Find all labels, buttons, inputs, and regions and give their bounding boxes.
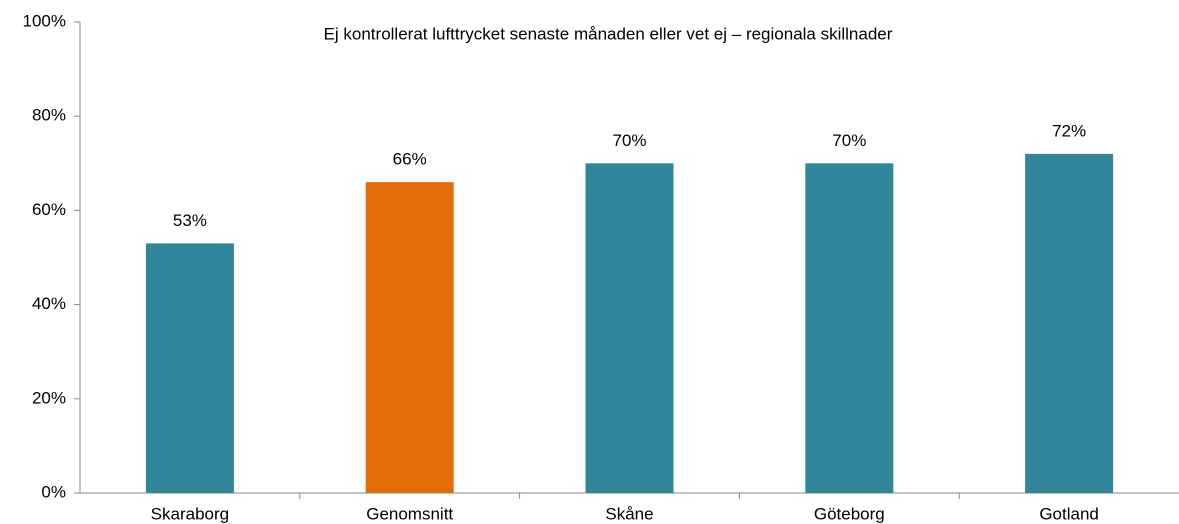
bar xyxy=(1025,153,1114,493)
y-tick-label: 20% xyxy=(32,388,66,407)
y-tick-label: 80% xyxy=(32,106,66,125)
bar xyxy=(585,163,674,494)
bar xyxy=(805,163,894,494)
value-label: 70% xyxy=(832,131,866,150)
x-tick-label: Göteborg xyxy=(814,504,885,523)
value-label: 66% xyxy=(393,150,427,169)
value-label: 53% xyxy=(173,211,207,230)
x-tick-label: Genomsnitt xyxy=(366,504,453,523)
bar xyxy=(365,182,454,493)
y-tick-label: 40% xyxy=(32,294,66,313)
x-tick-label: Gotland xyxy=(1039,504,1099,523)
chart-title: Ej kontrollerat lufttrycket senaste måna… xyxy=(324,24,893,43)
y-tick-label: 100% xyxy=(23,11,66,30)
x-tick-label: Skåne xyxy=(605,504,653,523)
value-label: 70% xyxy=(612,131,646,150)
y-tick-label: 60% xyxy=(32,200,66,219)
bar xyxy=(145,243,234,493)
value-label: 72% xyxy=(1052,121,1086,140)
y-tick-label: 0% xyxy=(41,482,66,501)
x-tick-label: Skaraborg xyxy=(151,504,229,523)
